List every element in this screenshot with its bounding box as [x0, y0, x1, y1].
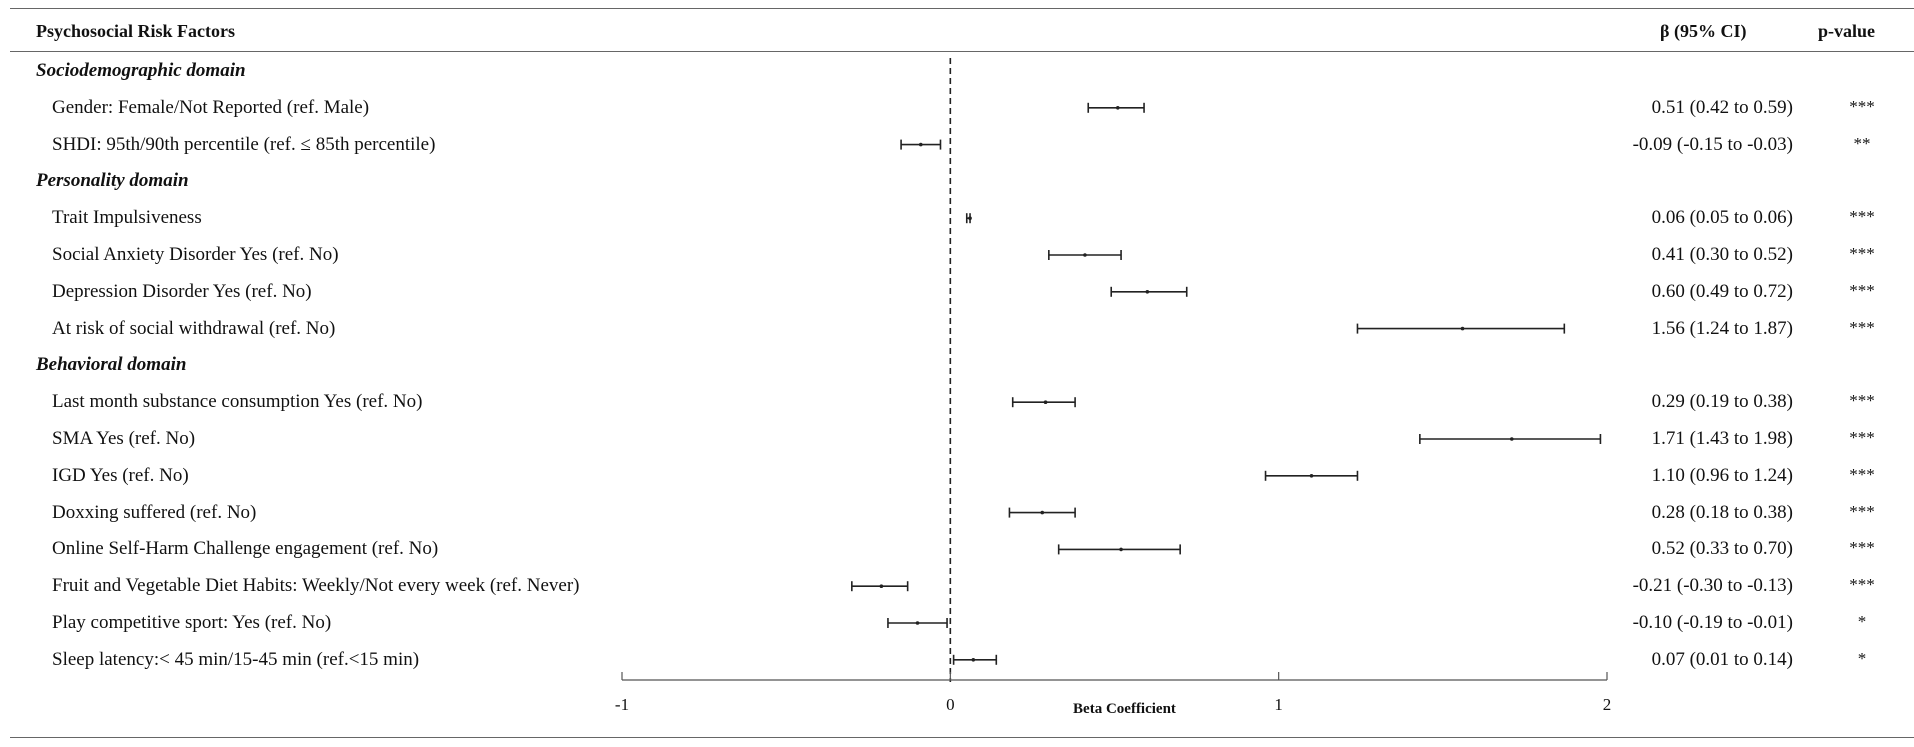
ci-value: -0.10 (-0.19 to -0.01): [1632, 612, 1793, 633]
p-value-stars: ***: [1849, 428, 1875, 447]
p-value-stars: **: [1853, 133, 1871, 153]
beta-point: [1040, 510, 1045, 515]
header-p-value: p-value: [1818, 21, 1876, 41]
beta-point: [915, 621, 920, 625]
x-axis-label: Beta Coefficient: [1073, 701, 1176, 717]
p-value-stars: ***: [1849, 464, 1875, 484]
beta-point: [918, 142, 923, 147]
p-value-stars: ***: [1849, 207, 1875, 227]
beta-point: [971, 658, 976, 662]
ci-value: 0.41 (0.30 to 0.52): [1651, 244, 1793, 265]
x-tick-label: 0: [946, 695, 955, 714]
ci-value: 0.51 (0.42 to 0.59): [1651, 96, 1793, 118]
domain-heading: Behavioral domain: [36, 354, 187, 376]
row-label: Online Self-Harm Challenge engagement (r…: [52, 538, 439, 560]
p-value-stars: ***: [1849, 538, 1875, 558]
domain-heading: Sociodemographic domain: [36, 60, 246, 81]
ci-value: 1.71 (1.43 to 1.98): [1651, 428, 1793, 449]
row-label: Play competitive sport: Yes (ref. No): [52, 612, 332, 633]
p-value-stars: ***: [1849, 501, 1875, 521]
domain-heading: Personality domain: [36, 170, 189, 192]
beta-point: [1309, 474, 1314, 478]
x-tick-label: 2: [1603, 695, 1612, 714]
row-label: At risk of social withdrawal (ref. No): [52, 317, 336, 339]
beta-point: [1043, 400, 1048, 405]
ci-value: 0.60 (0.49 to 0.72): [1651, 280, 1793, 302]
ci-value: 1.10 (0.96 to 1.24): [1651, 464, 1793, 486]
ci-value: 1.56 (1.24 to 1.87): [1651, 317, 1793, 339]
x-tick-label: -1: [615, 695, 629, 714]
beta-point: [1460, 326, 1465, 331]
row-label: SMA Yes (ref. No): [52, 428, 196, 449]
x-tick-label: 1: [1274, 695, 1283, 714]
header-ci: β (95% CI): [1660, 21, 1747, 41]
ci-value: -0.09 (-0.15 to -0.03): [1632, 133, 1793, 155]
beta-point: [1115, 106, 1120, 110]
beta-point: [1509, 437, 1514, 441]
p-value-stars: ***: [1849, 575, 1875, 595]
row-label: Depression Disorder Yes (ref. No): [52, 280, 312, 302]
row-label: Last month substance consumption Yes (re…: [52, 391, 423, 413]
ci-value: 0.07 (0.01 to 0.14): [1651, 648, 1793, 670]
row-label: SHDI: 95th/90th percentile (ref. ≤ 85th …: [52, 133, 436, 155]
p-value-stars: ***: [1849, 244, 1875, 263]
beta-point: [1119, 547, 1123, 552]
row-label: Doxxing suffered (ref. No): [52, 501, 257, 523]
header-factor: Psychosocial Risk Factors: [36, 21, 235, 41]
beta-point: [1083, 253, 1087, 257]
beta-point: [879, 584, 884, 588]
row-label: Fruit and Vegetable Diet Habits: Weekly/…: [52, 575, 580, 597]
ci-value: 0.28 (0.18 to 0.38): [1651, 501, 1793, 523]
p-value-stars: *: [1857, 612, 1867, 631]
ci-value: 0.52 (0.33 to 0.70): [1651, 538, 1793, 560]
p-value-stars: *: [1857, 648, 1867, 668]
ci-value: 0.06 (0.05 to 0.06): [1651, 207, 1793, 229]
row-label: IGD Yes (ref. No): [52, 464, 189, 486]
ci-value: 0.29 (0.19 to 0.38): [1651, 391, 1793, 413]
row-label: Gender: Female/Not Reported (ref. Male): [52, 96, 370, 118]
p-value-stars: ***: [1849, 96, 1875, 116]
top-rule: [10, 8, 1914, 9]
p-value-stars: ***: [1849, 391, 1875, 411]
ci-value: -0.21 (-0.30 to -0.13): [1632, 575, 1793, 597]
header-rule: [10, 51, 1914, 52]
row-label: Trait Impulsiveness: [52, 207, 202, 229]
row-label: Sleep latency:< 45 min/15-45 min (ref.<1…: [52, 648, 420, 670]
p-value-stars: ***: [1849, 317, 1875, 337]
beta-point: [1145, 290, 1150, 294]
bottom-rule: [10, 737, 1914, 738]
beta-point: [968, 216, 972, 220]
row-label: Social Anxiety Disorder Yes (ref. No): [52, 244, 339, 265]
p-value-stars: ***: [1849, 280, 1875, 300]
